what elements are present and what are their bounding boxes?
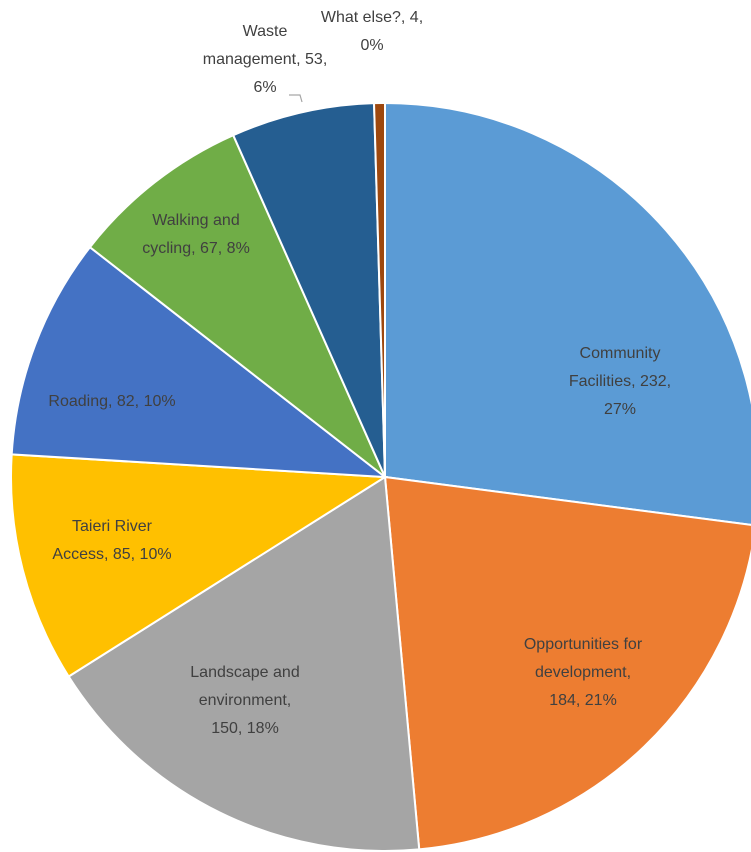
data-label: Community bbox=[580, 345, 661, 362]
data-label: Roading, 82, 10% bbox=[48, 393, 175, 410]
data-label: Taieri River bbox=[72, 518, 153, 535]
data-label: What else?, 4, bbox=[321, 9, 423, 26]
pie-slice bbox=[10, 453, 389, 678]
pie-slice bbox=[384, 101, 751, 526]
leader-line bbox=[289, 94, 303, 103]
data-label: 0% bbox=[360, 37, 383, 54]
data-label: Landscape and bbox=[190, 664, 299, 681]
pie-slice bbox=[10, 245, 389, 479]
data-label: Walking and bbox=[152, 212, 239, 229]
pie-slice bbox=[373, 101, 386, 478]
data-label: management, 53, bbox=[203, 51, 328, 68]
data-label: environment, bbox=[199, 692, 292, 709]
pie-slice bbox=[88, 133, 386, 478]
data-label: 150, 18% bbox=[211, 720, 279, 737]
data-label: 184, 21% bbox=[549, 692, 617, 709]
data-label: 27% bbox=[604, 401, 636, 418]
pie bbox=[10, 101, 751, 852]
data-labels: Community Facilities, 232, 27% Opportunitie… bbox=[48, 9, 671, 737]
data-label: cycling, 67, 8% bbox=[142, 240, 250, 257]
data-label: Access, 85, 10% bbox=[52, 546, 171, 563]
pie-slice bbox=[231, 102, 386, 478]
data-label: 6% bbox=[253, 79, 276, 96]
data-label: Opportunities for bbox=[524, 636, 643, 653]
pie-slice bbox=[383, 475, 751, 851]
data-label: Waste bbox=[243, 23, 288, 40]
pie-slice bbox=[67, 475, 421, 852]
data-label: Facilities, 232, bbox=[569, 373, 671, 390]
data-label: development, bbox=[535, 664, 631, 681]
